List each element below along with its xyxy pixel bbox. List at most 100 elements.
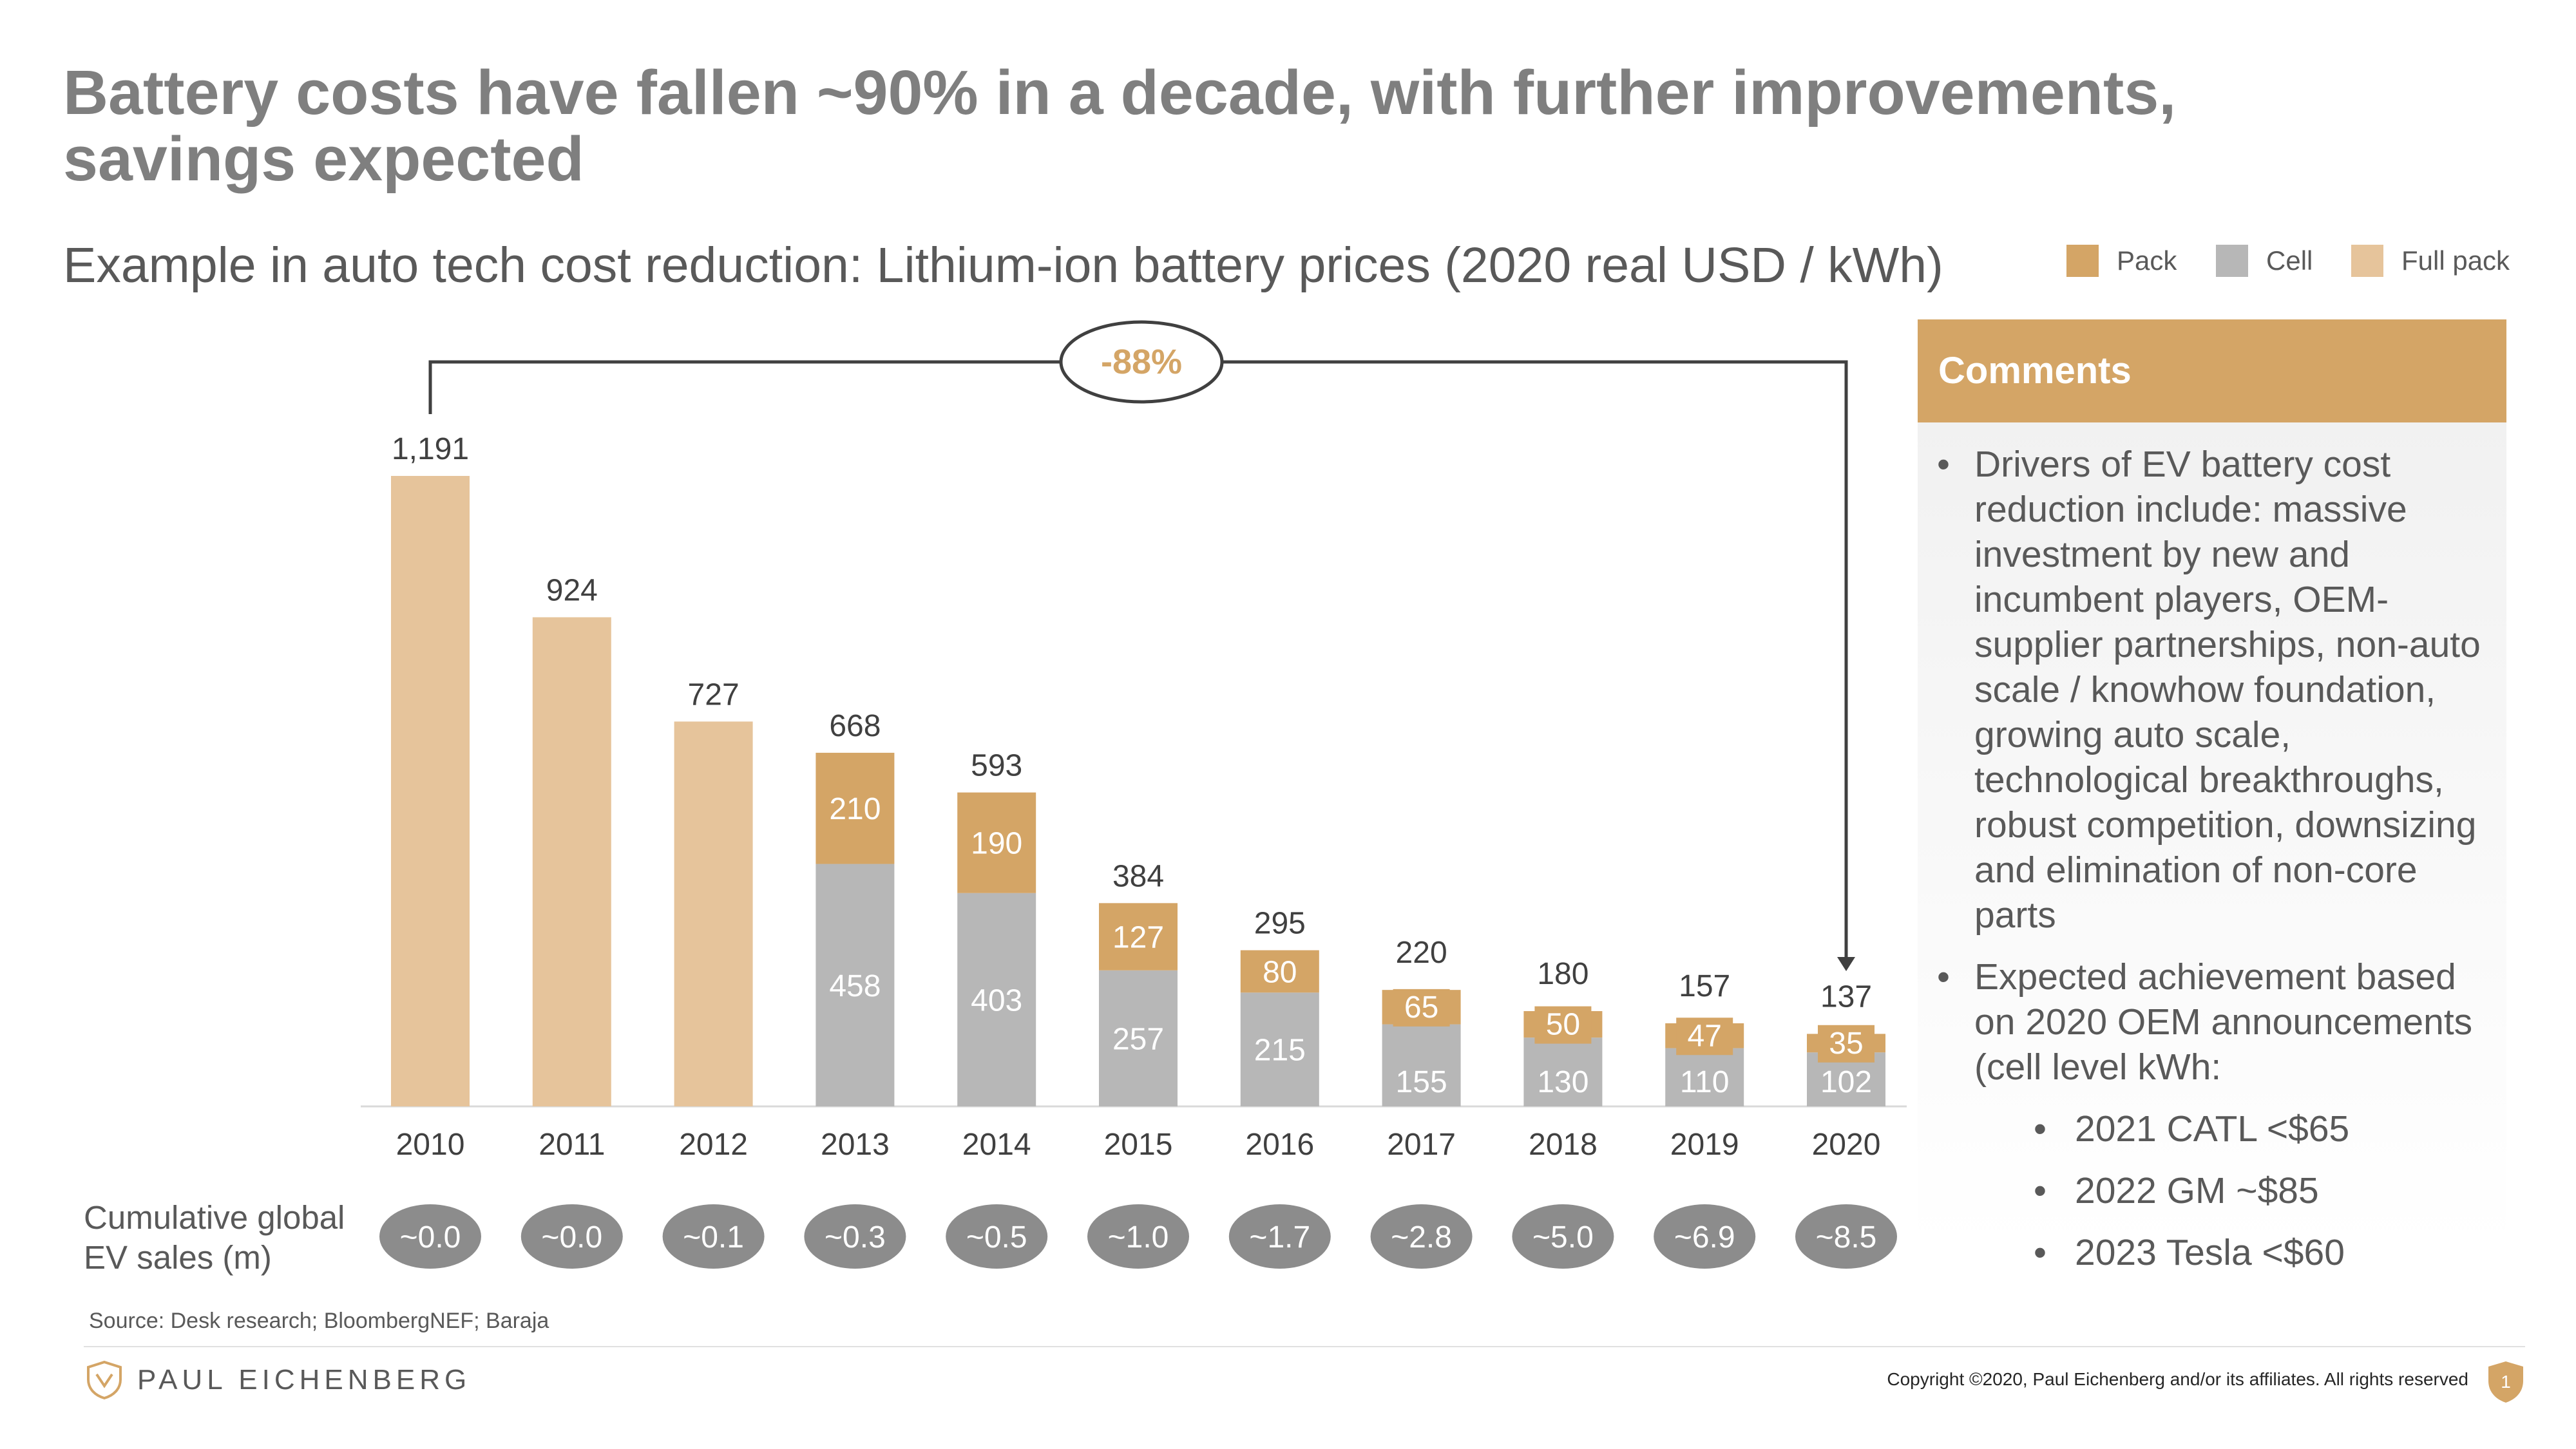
- ev-sales-label-line2: EV sales (m): [84, 1239, 272, 1276]
- pack-value-label-2013: 210: [829, 792, 881, 826]
- x-tick-label-2018: 2018: [1529, 1128, 1598, 1162]
- comment-sub-bullet-gm: 2022 GM ~$85: [1937, 1168, 2494, 1213]
- total-label-2011: 924: [546, 573, 598, 607]
- ev-sales-pill-2018: [1512, 1204, 1614, 1269]
- total-label-2020: 137: [1820, 980, 1872, 1014]
- ev-sales-label-line1: Cumulative global: [84, 1199, 345, 1236]
- change-annotation-text: -88%: [1101, 343, 1182, 381]
- comment-bullet-drivers: Drivers of EV battery cost reduction inc…: [1937, 442, 2494, 938]
- total-label-2010: 1,191: [392, 432, 469, 466]
- total-label-2016: 295: [1254, 907, 1306, 941]
- pack-value-label-2020: 35: [1829, 1027, 1863, 1061]
- cell-value-label-2015: 257: [1112, 1022, 1164, 1056]
- pack-value-label-2016: 80: [1263, 955, 1297, 989]
- total-label-2012: 727: [688, 677, 739, 712]
- x-tick-label-2010: 2010: [396, 1128, 465, 1162]
- total-label-2018: 180: [1537, 957, 1589, 991]
- bar-cell-2017: [1382, 1024, 1461, 1106]
- page-number: 1: [2501, 1372, 2511, 1392]
- ev-sales-pill-2020: [1795, 1204, 1897, 1269]
- bar-cell-2014: [957, 893, 1036, 1106]
- comments-header: Comments: [1918, 319, 2506, 422]
- cell-value-label-2019: 110: [1680, 1065, 1730, 1099]
- ev-sales-pill-2010: [379, 1204, 481, 1269]
- ev-sales-pill-2019: [1654, 1204, 1756, 1269]
- x-tick-label-2013: 2013: [821, 1128, 890, 1162]
- total-label-2013: 668: [829, 709, 881, 743]
- comment-sub-bullet-catl: 2021 CATL <$65: [1937, 1106, 2494, 1151]
- bar-cell-2013: [816, 864, 895, 1106]
- legend-item-cell: Cell: [2216, 245, 2313, 277]
- legend-item-full-pack: Full pack: [2351, 245, 2510, 277]
- x-tick-label-2012: 2012: [679, 1128, 748, 1162]
- cell-value-label-2018: 130: [1537, 1065, 1589, 1099]
- comments-sub-list: 2021 CATL <$65 2022 GM ~$85 2023 Tesla <…: [1937, 1106, 2494, 1275]
- x-tick-label-2020: 2020: [1812, 1128, 1881, 1162]
- ev-sales-pill-2015: [1087, 1204, 1189, 1269]
- brand-logo: PAUL EICHENBERG: [86, 1360, 471, 1400]
- bar-pack-2014: [957, 792, 1036, 893]
- brand-name: PAUL EICHENBERG: [137, 1364, 472, 1396]
- bar-pack-2015: [1099, 903, 1178, 971]
- pack-label-bg-2019: [1676, 1018, 1733, 1056]
- legend-label-full-pack: Full pack: [2401, 245, 2510, 276]
- ev-sales-pill-2012: [662, 1204, 765, 1269]
- ev-sales-pill-2016: [1228, 1204, 1331, 1269]
- total-label-2019: 157: [1679, 969, 1730, 1003]
- cell-value-label-2020: 102: [1820, 1065, 1872, 1099]
- x-tick-label-2015: 2015: [1104, 1128, 1173, 1162]
- ev-sales-pill-2014: [946, 1204, 1048, 1269]
- pack-value-label-2015: 127: [1112, 921, 1164, 955]
- legend-swatch-full-pack: [2351, 245, 2383, 277]
- bar-cell-2015: [1099, 970, 1178, 1106]
- ev-sales-pill-2017: [1370, 1204, 1473, 1269]
- pack-label-bg-2018: [1534, 1006, 1592, 1044]
- pack-value-label-2017: 65: [1404, 990, 1438, 1025]
- legend-label-pack: Pack: [2117, 245, 2177, 276]
- copyright-notice: Copyright ©2020, Paul Eichenberg and/or …: [1887, 1369, 2468, 1389]
- legend-item-pack: Pack: [2066, 245, 2177, 277]
- bar-full-pack-2012: [674, 721, 753, 1106]
- bar-pack-2013: [816, 752, 895, 864]
- ev-sales-value-2012: ~0.1: [683, 1220, 744, 1255]
- ev-sales-pill-2011: [520, 1204, 623, 1269]
- comment-bullet-expected: Expected achievement based on 2020 OEM a…: [1937, 954, 2494, 1090]
- x-tick-label-2014: 2014: [962, 1128, 1031, 1162]
- ev-sales-label: Cumulative global EV sales (m): [84, 1198, 345, 1278]
- x-tick-label-2011: 2011: [539, 1128, 605, 1162]
- change-arrow-head: [1837, 957, 1855, 971]
- cell-value-label-2013: 458: [829, 969, 881, 1003]
- page-number-badge: 1: [2486, 1360, 2525, 1404]
- ev-sales-value-2014: ~0.5: [966, 1220, 1027, 1255]
- pack-label-bg-2020: [1818, 1025, 1875, 1063]
- page-badge-shield-icon: [2488, 1361, 2523, 1403]
- ev-sales-value-2018: ~5.0: [1532, 1220, 1594, 1255]
- total-label-2017: 220: [1396, 936, 1447, 970]
- ev-sales-value-2020: ~8.5: [1816, 1220, 1877, 1255]
- total-label-2014: 593: [971, 749, 1022, 783]
- bar-full-pack-2011: [532, 617, 611, 1106]
- ev-sales-pill-2013: [804, 1204, 906, 1269]
- pack-value-label-2019: 47: [1688, 1019, 1722, 1053]
- ev-sales-value-2016: ~1.7: [1249, 1220, 1310, 1255]
- bar-full-pack-2010: [391, 476, 470, 1106]
- x-tick-label-2017: 2017: [1387, 1128, 1456, 1162]
- x-tick-label-2016: 2016: [1245, 1128, 1314, 1162]
- total-label-2015: 384: [1112, 859, 1164, 893]
- ev-sales-value-2017: ~2.8: [1391, 1220, 1452, 1255]
- bar-cell-2019: [1665, 1048, 1744, 1106]
- bar-pack-2016: [1240, 950, 1319, 993]
- comment-sub-bullet-tesla: 2023 Tesla <$60: [1937, 1230, 2494, 1275]
- legend-swatch-cell: [2216, 245, 2248, 277]
- footer-divider: [84, 1346, 2525, 1347]
- change-annotation-oval: [1059, 320, 1224, 404]
- ev-sales-value-2011: ~0.0: [541, 1220, 602, 1255]
- source-note: Source: Desk research; BloombergNEF; Bar…: [89, 1309, 549, 1333]
- cell-value-label-2016: 215: [1254, 1034, 1306, 1068]
- pack-value-label-2018: 50: [1546, 1008, 1580, 1042]
- legend-swatch-pack: [2066, 245, 2099, 277]
- ev-sales-value-2013: ~0.3: [825, 1220, 886, 1255]
- x-tick-label-2019: 2019: [1670, 1128, 1739, 1162]
- comments-panel: Drivers of EV battery cost reduction inc…: [1918, 422, 2506, 1275]
- shield-logo-icon: [87, 1360, 122, 1400]
